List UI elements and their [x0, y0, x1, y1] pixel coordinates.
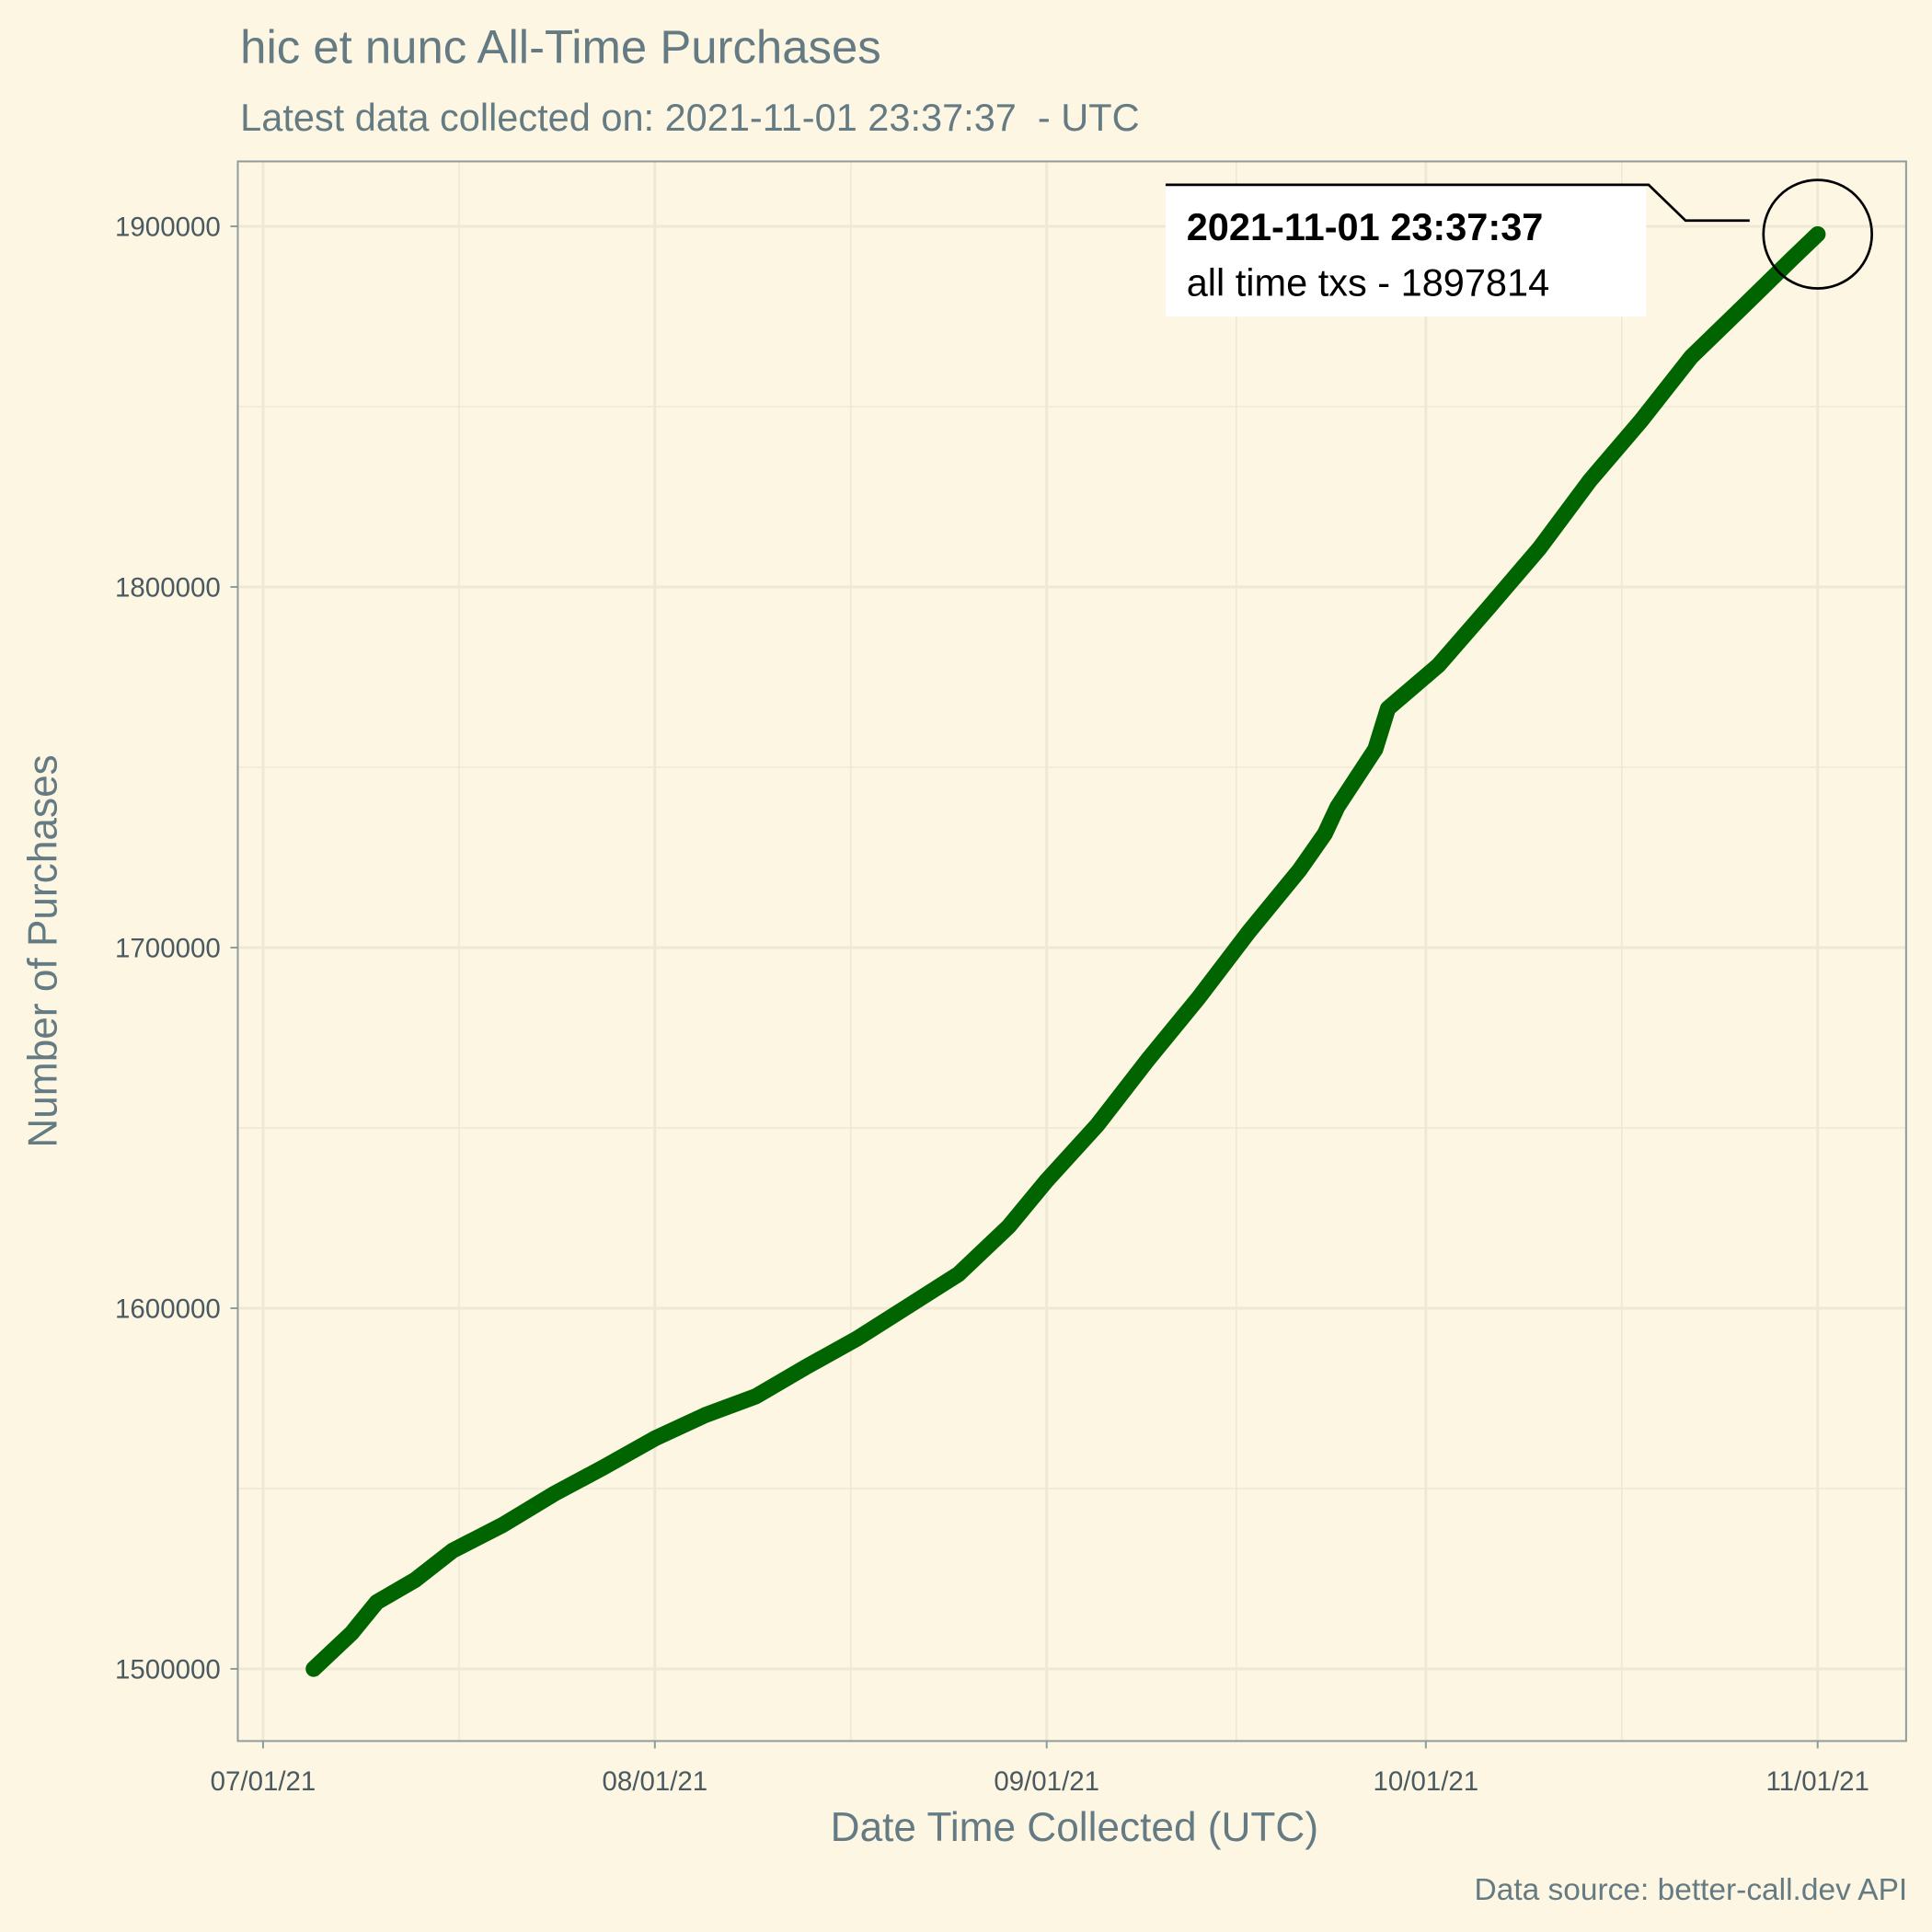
x-tick-label: 11/01/21: [1765, 1766, 1869, 1797]
annotation-leader: [1165, 183, 1750, 223]
plot: [305, 225, 1826, 1677]
annotation-text: all time txs - 1897814: [1187, 260, 1549, 304]
y-tick-label: 1600000: [115, 1294, 221, 1325]
chart-subtitle: Latest data collected on: 2021-11-01 23:…: [240, 96, 1139, 139]
y-tick-label: 1500000: [115, 1655, 221, 1685]
chart-title: hic et nunc All-Time Purchases: [240, 20, 881, 73]
x-axis-title: Date Time Collected (UTC): [831, 1805, 1318, 1850]
caption: Data source: better-call.dev API: [1475, 1873, 1908, 1907]
y-tick-label: 1900000: [115, 213, 221, 243]
x-tick-label: 10/01/21: [1374, 1766, 1479, 1797]
annotation-box: [1165, 184, 1647, 317]
annotation-title: 2021-11-01 23:37:37: [1187, 205, 1544, 248]
series-line: [305, 225, 1826, 1677]
x-tick-label: 08/01/21: [603, 1766, 708, 1797]
y-tick-label: 1700000: [115, 934, 221, 964]
panel-border: [236, 160, 1907, 1742]
annotation: 2021-11-01 23:37:37 all time txs - 18978…: [1165, 178, 1873, 317]
x-tick-label: 09/01/21: [994, 1766, 1099, 1797]
x-tick-label: 07/01/21: [211, 1766, 316, 1797]
y-axis-title: Number of Purchases: [21, 754, 66, 1147]
annotation-circle: [1762, 178, 1873, 290]
y-tick-label: 1800000: [115, 573, 221, 604]
